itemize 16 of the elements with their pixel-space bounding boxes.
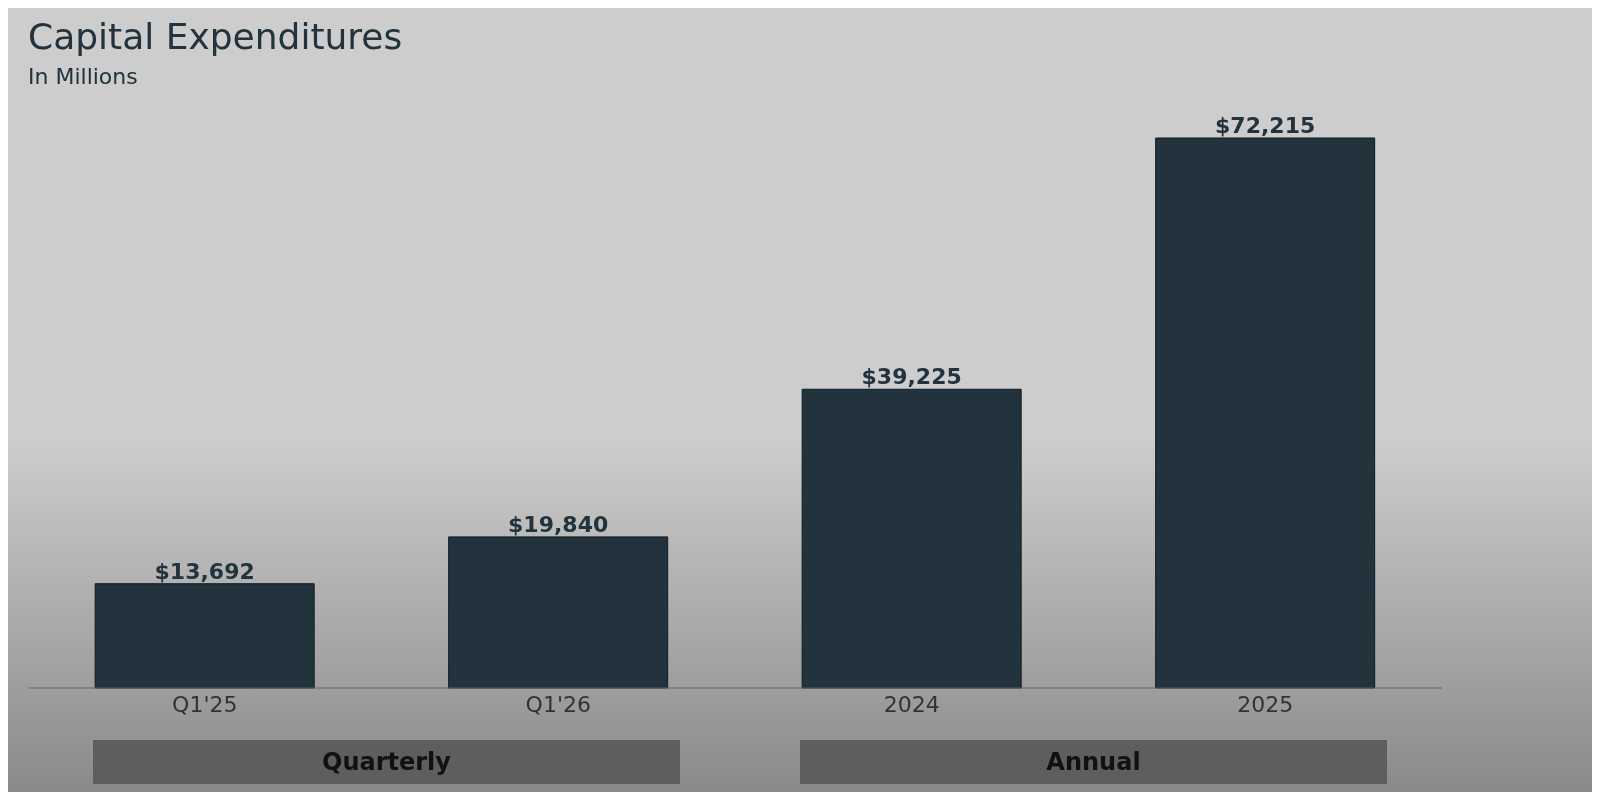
- data-label: $19,840: [508, 511, 609, 537]
- chart-title: Capital Expenditures: [28, 16, 403, 57]
- chart-subtitle: In Millions: [28, 64, 138, 89]
- x-tick-label: 2025: [1237, 691, 1294, 717]
- data-label: $72,215: [1215, 113, 1316, 138]
- text: Annual: [800, 740, 1387, 784]
- bar: [448, 536, 669, 689]
- x-tick-label: Q1'25: [172, 691, 238, 717]
- x-tick-label: Q1'26: [525, 691, 591, 717]
- bar: [1155, 137, 1376, 689]
- bar: [94, 583, 315, 689]
- text: Quarterly: [93, 740, 680, 784]
- x-tick-label: 2024: [883, 691, 940, 717]
- data-label: $39,225: [861, 364, 962, 390]
- bar: [801, 388, 1022, 689]
- data-label: $13,692: [154, 558, 255, 584]
